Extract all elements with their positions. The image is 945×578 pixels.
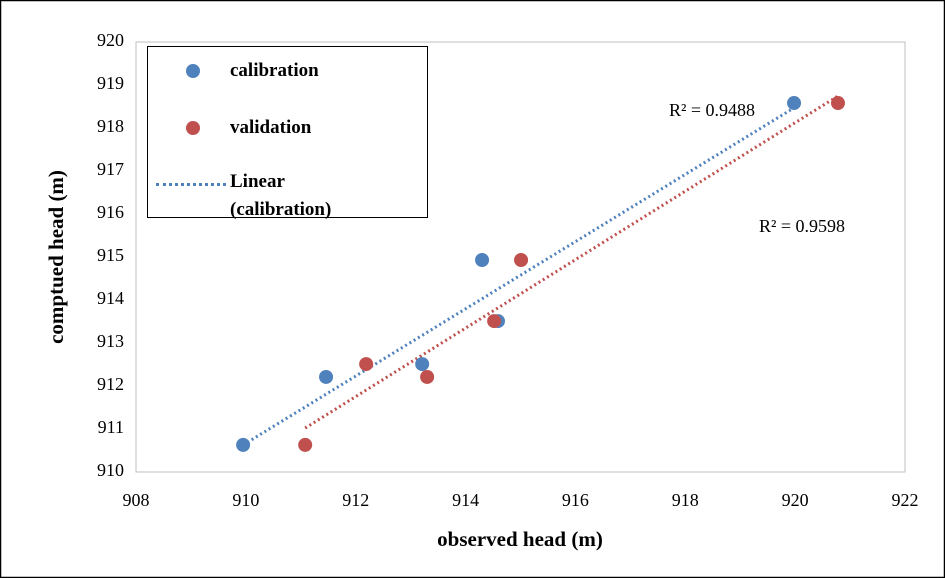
- y-tick-label: 911: [98, 417, 124, 437]
- x-tick-label: 918: [672, 490, 699, 510]
- point: [475, 253, 490, 268]
- x-tick-label: 908: [123, 490, 150, 510]
- y-tick-label: 915: [97, 245, 124, 265]
- point: [487, 314, 502, 329]
- plot-frame: [135, 41, 906, 473]
- x-tick-label: 922: [892, 490, 919, 510]
- point: [236, 437, 251, 452]
- legend-label: validation: [230, 117, 312, 138]
- y-tick-label: 918: [97, 116, 124, 136]
- point: [787, 96, 802, 111]
- point: [319, 369, 334, 384]
- y-tick-label: 914: [97, 288, 124, 308]
- point: [415, 357, 430, 372]
- point: [830, 96, 845, 111]
- y-axis-title: comptued head (m): [44, 170, 68, 344]
- r-squared-label: R² = 0.9598: [759, 216, 845, 236]
- x-tick-label: 920: [782, 490, 809, 510]
- x-tick-label: 914: [452, 490, 479, 510]
- x-tick-label: 912: [342, 490, 369, 510]
- x-tick-label: 910: [232, 490, 259, 510]
- y-tick-label: 910: [97, 460, 124, 480]
- r-squared-label: R² = 0.9488: [669, 100, 755, 120]
- x-tick-label: 916: [562, 490, 589, 510]
- y-tick-label: 919: [97, 73, 124, 93]
- legend-marker: [186, 121, 200, 135]
- y-tick-label: 917: [97, 159, 124, 179]
- y-tick-label: 916: [97, 202, 124, 222]
- point: [514, 253, 529, 268]
- legend: calibration Linear (calibration) validatio…: [147, 46, 428, 220]
- legend-label: calibration: [230, 60, 319, 81]
- y-tick-label: 920: [97, 30, 124, 50]
- legend-label: Linear (calibration): [230, 171, 332, 220]
- point: [298, 437, 313, 452]
- point: [359, 357, 374, 372]
- legend-marker: [186, 64, 200, 78]
- y-tick-label: 912: [97, 374, 124, 394]
- y-tick-label: 913: [97, 331, 124, 351]
- x-axis-title: observed head (m): [437, 527, 603, 551]
- point: [420, 369, 435, 384]
- legend-trend-marker: [156, 183, 226, 186]
